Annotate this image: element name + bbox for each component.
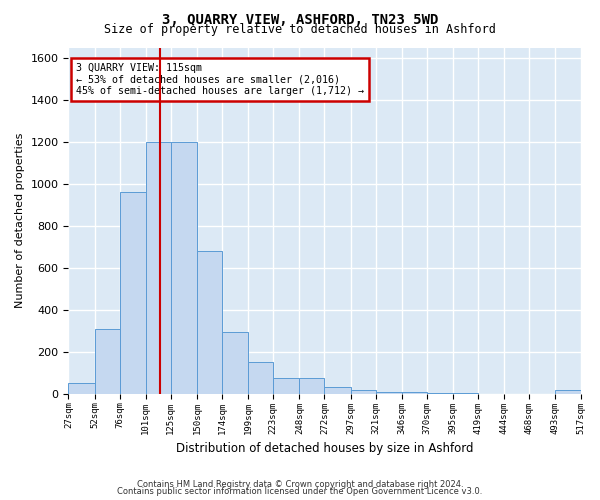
Bar bbox=[376, 392, 402, 394]
Bar bbox=[556, 390, 581, 394]
Bar bbox=[350, 390, 376, 394]
Bar bbox=[248, 362, 273, 394]
Text: Size of property relative to detached houses in Ashford: Size of property relative to detached ho… bbox=[104, 22, 496, 36]
Bar bbox=[325, 388, 350, 394]
Bar bbox=[299, 378, 325, 394]
Bar bbox=[95, 328, 119, 394]
Bar bbox=[222, 332, 248, 394]
X-axis label: Distribution of detached houses by size in Ashford: Distribution of detached houses by size … bbox=[176, 442, 473, 455]
Y-axis label: Number of detached properties: Number of detached properties bbox=[15, 133, 25, 308]
Bar bbox=[146, 142, 171, 394]
Bar bbox=[119, 192, 146, 394]
Bar bbox=[273, 378, 299, 394]
Bar bbox=[453, 392, 478, 394]
Text: 3, QUARRY VIEW, ASHFORD, TN23 5WD: 3, QUARRY VIEW, ASHFORD, TN23 5WD bbox=[162, 12, 438, 26]
Bar bbox=[171, 142, 197, 394]
Bar bbox=[402, 392, 427, 394]
Text: Contains HM Land Registry data © Crown copyright and database right 2024.: Contains HM Land Registry data © Crown c… bbox=[137, 480, 463, 489]
Bar bbox=[197, 251, 222, 394]
Text: Contains public sector information licensed under the Open Government Licence v3: Contains public sector information licen… bbox=[118, 488, 482, 496]
Text: 3 QUARRY VIEW: 115sqm
← 53% of detached houses are smaller (2,016)
45% of semi-d: 3 QUARRY VIEW: 115sqm ← 53% of detached … bbox=[76, 63, 364, 96]
Bar bbox=[427, 392, 453, 394]
Bar bbox=[68, 384, 95, 394]
